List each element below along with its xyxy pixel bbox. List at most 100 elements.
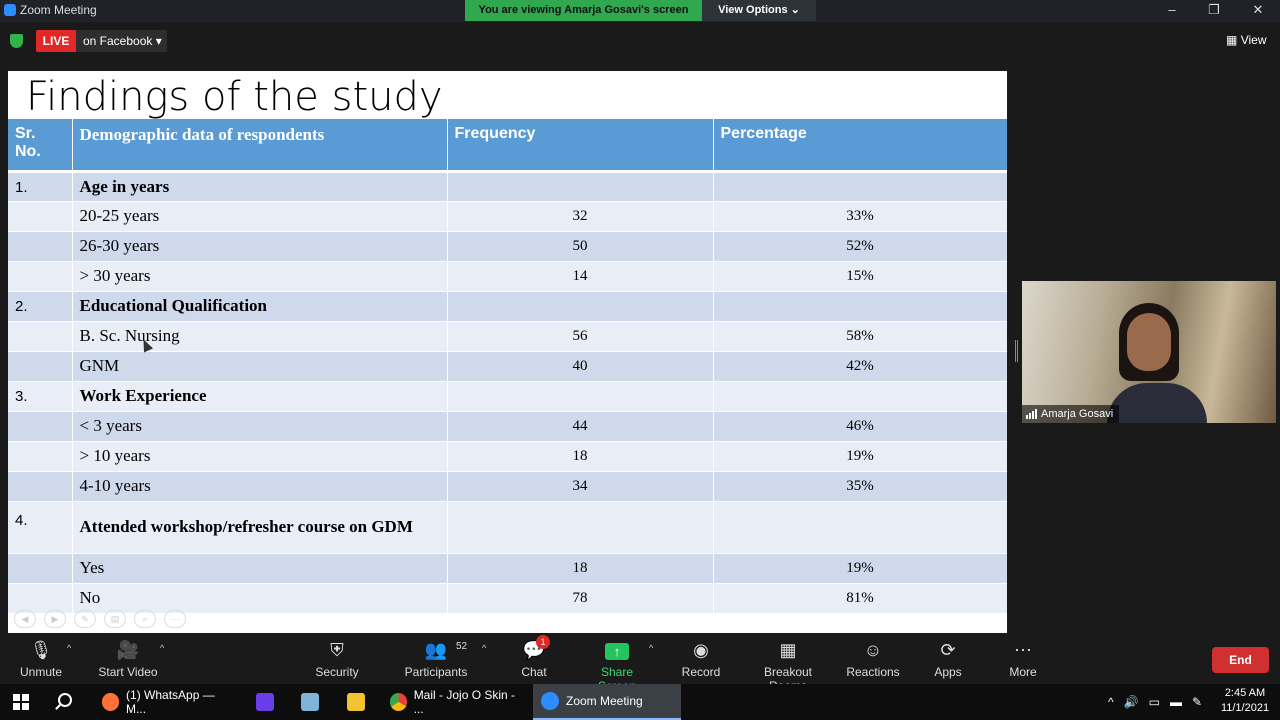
network-icon[interactable]: ▭ <box>1148 695 1160 709</box>
table-row: < 3 years 44 46% <box>8 411 1007 442</box>
label-cell: Yes <box>72 553 448 584</box>
encryption-shield-icon[interactable] <box>10 34 23 48</box>
participant-video-tile[interactable]: Amarja Gosavi <box>1022 281 1276 423</box>
taskbar-zoom-meeting[interactable]: Zoom Meeting <box>533 684 681 720</box>
participant-video-figure <box>1107 303 1207 423</box>
more-options-icon[interactable]: ⋯ <box>164 610 186 628</box>
chat-bubble-icon: 💬 1 <box>518 635 550 661</box>
freq-cell <box>447 291 714 322</box>
label-cell: Educational Qualification <box>72 291 448 322</box>
freq-cell: 34 <box>447 471 714 502</box>
participants-options-caret-icon[interactable]: ^ <box>482 643 487 653</box>
table-row: 26-30 years 50 52% <box>8 231 1007 262</box>
table-row: No 78 81% <box>8 583 1007 614</box>
meeting-toolbar: 🎙 Unmute ^ 🎥 Start Video ^ ⛨ Security 👥 5… <box>0 633 1280 693</box>
audio-options-caret-icon[interactable]: ^ <box>67 643 72 653</box>
pct-cell: 35% <box>713 471 1007 502</box>
label-cell: Age in years <box>72 171 448 202</box>
sr-cell <box>8 583 73 614</box>
video-app-icon <box>256 693 274 711</box>
video-options-caret-icon[interactable]: ^ <box>160 643 165 653</box>
chevron-up-icon[interactable]: ^ <box>1108 695 1114 709</box>
slides-icon[interactable]: ▤ <box>104 610 126 628</box>
reactions-button[interactable]: ☺ Reactions <box>846 639 900 679</box>
chat-button[interactable]: 💬 1 Chat <box>518 635 550 679</box>
freq-cell: 56 <box>447 321 714 352</box>
chat-label: Chat <box>521 665 547 679</box>
table-row: > 30 years 14 15% <box>8 261 1007 292</box>
video-off-icon: 🎥 <box>116 640 140 660</box>
view-options-button[interactable]: View Options ⌄ <box>702 0 816 21</box>
apps-button[interactable]: ⟳ Apps <box>932 639 964 679</box>
minimize-icon[interactable]: – <box>1168 2 1176 17</box>
muted-mic-icon: 🎙 <box>29 640 53 660</box>
unmute-button[interactable]: 🎙 Unmute <box>20 639 62 679</box>
windows-start-icon[interactable] <box>13 694 29 710</box>
restore-icon[interactable]: ❐ <box>1208 2 1220 17</box>
record-label: Record <box>681 665 721 679</box>
taskbar-item-label: Mail - Jojo O Skin - ... <box>413 688 516 716</box>
security-shield-icon: ⛨ <box>330 640 344 660</box>
pct-cell: 81% <box>713 583 1007 614</box>
live-badge[interactable]: LIVE <box>36 30 76 52</box>
pen-icon[interactable]: ✎ <box>74 610 96 628</box>
close-icon[interactable]: ✕ <box>1252 2 1264 17</box>
table-row: 1. Age in years <box>8 171 1007 202</box>
sr-cell <box>8 351 73 382</box>
label-cell: 4-10 years <box>72 471 448 502</box>
share-options-caret-icon[interactable]: ^ <box>649 643 654 653</box>
participants-icon: 👥 52 <box>404 639 468 661</box>
zoom-icon[interactable]: ⌕ <box>134 610 156 628</box>
window-titlebar: Zoom Meeting You are viewing Amarja Gosa… <box>0 0 1280 22</box>
record-icon: ◉ <box>693 640 709 660</box>
pen-tray-icon[interactable]: ✎ <box>1191 695 1202 709</box>
share-screen-icon: ↑ <box>605 643 629 660</box>
table-row: B. Sc. Nursing 56 58% <box>8 321 1007 352</box>
viewing-banner: You are viewing Amarja Gosavi's screen <box>465 0 702 21</box>
sr-cell <box>8 471 73 502</box>
header-frequency: Frequency <box>447 119 714 173</box>
record-button[interactable]: ◉ Record <box>680 639 722 679</box>
clock-time: 2:45 AM <box>1224 687 1266 699</box>
smiley-icon: ☺ <box>863 640 883 660</box>
participants-button[interactable]: 👥 52 Participants <box>404 639 468 679</box>
taskbar-notes-app[interactable] <box>293 684 327 720</box>
label-cell: 26-30 years <box>72 231 448 262</box>
apps-icon: ⟳ <box>940 640 956 660</box>
zoom-icon <box>541 692 559 710</box>
taskbar-clock[interactable]: 2:45 AM 11/1/2021 <box>1218 686 1272 716</box>
battery-icon[interactable]: ▬ <box>1169 695 1182 709</box>
security-button[interactable]: ⛨ Security <box>314 639 360 679</box>
table-row: 2. Educational Qualification <box>8 291 1007 322</box>
slideshow-controls: ◀ ▶ ✎ ▤ ⌕ ⋯ <box>14 610 186 628</box>
live-destination-dropdown[interactable]: on Facebook ▾ <box>76 30 167 52</box>
sr-cell: 4. <box>8 501 73 554</box>
taskbar-file-explorer[interactable] <box>339 684 373 720</box>
pct-cell: 46% <box>713 411 1007 442</box>
taskbar-chrome-mail[interactable]: Mail - Jojo O Skin - ... <box>382 684 528 720</box>
panel-resize-handle[interactable] <box>1015 340 1018 362</box>
next-slide-icon[interactable]: ▶ <box>44 610 66 628</box>
volume-icon[interactable]: 🔊 <box>1123 695 1139 709</box>
taskbar-video-app[interactable] <box>248 684 282 720</box>
reactions-label: Reactions <box>846 665 900 679</box>
participant-count: 52 <box>456 641 468 652</box>
start-video-button[interactable]: 🎥 Start Video <box>98 639 158 679</box>
zoom-app-icon <box>4 4 16 16</box>
freq-cell: 44 <box>447 411 714 442</box>
freq-cell <box>447 501 714 554</box>
end-meeting-button[interactable]: End <box>1212 647 1269 673</box>
label-cell: > 30 years <box>72 261 448 292</box>
header-sr-no: Sr. No. <box>8 119 73 173</box>
participant-name: Amarja Gosavi <box>1041 408 1114 420</box>
header-percentage: Percentage <box>713 119 1007 173</box>
more-button[interactable]: ⋯ More <box>1006 639 1040 679</box>
apps-label: Apps <box>934 665 962 679</box>
label-cell: B. Sc. Nursing <box>72 321 448 352</box>
taskbar-firefox-whatsapp[interactable]: (1) WhatsApp — M... <box>94 684 240 720</box>
view-button[interactable]: ▦ View <box>1226 33 1266 47</box>
pct-cell: 19% <box>713 553 1007 584</box>
label-cell: GNM <box>72 351 448 382</box>
prev-slide-icon[interactable]: ◀ <box>14 610 36 628</box>
search-icon[interactable] <box>58 693 72 707</box>
